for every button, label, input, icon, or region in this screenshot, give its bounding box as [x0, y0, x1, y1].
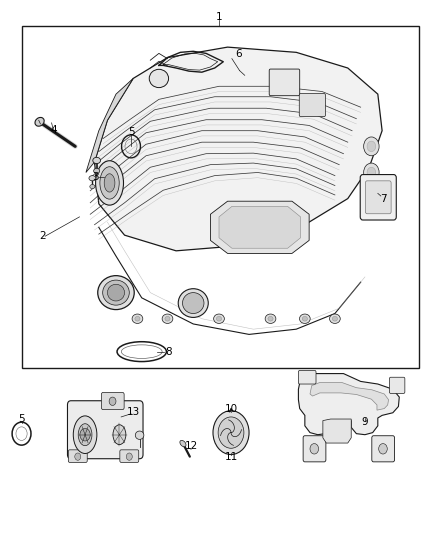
- Circle shape: [367, 193, 376, 204]
- FancyBboxPatch shape: [303, 436, 326, 462]
- Ellipse shape: [104, 174, 115, 192]
- Ellipse shape: [113, 425, 126, 445]
- Ellipse shape: [302, 317, 307, 321]
- Ellipse shape: [95, 161, 124, 205]
- Ellipse shape: [332, 317, 337, 321]
- Ellipse shape: [265, 314, 276, 324]
- Bar: [21, 26, 419, 368]
- Text: 6: 6: [235, 50, 242, 60]
- Circle shape: [364, 189, 379, 208]
- Circle shape: [379, 443, 387, 454]
- FancyBboxPatch shape: [120, 450, 139, 463]
- Text: 2: 2: [40, 231, 46, 241]
- Ellipse shape: [100, 167, 119, 199]
- FancyBboxPatch shape: [372, 436, 395, 462]
- Circle shape: [75, 453, 81, 461]
- Circle shape: [367, 141, 376, 151]
- Circle shape: [364, 163, 379, 182]
- Text: 13: 13: [127, 407, 140, 417]
- Circle shape: [213, 410, 249, 455]
- FancyBboxPatch shape: [68, 450, 87, 463]
- Polygon shape: [95, 47, 382, 251]
- FancyBboxPatch shape: [101, 392, 124, 410]
- Text: 12: 12: [185, 441, 198, 451]
- Circle shape: [126, 453, 132, 461]
- Ellipse shape: [73, 416, 97, 454]
- Ellipse shape: [35, 117, 44, 126]
- Ellipse shape: [132, 314, 143, 324]
- Circle shape: [367, 167, 376, 177]
- Text: 9: 9: [362, 417, 368, 427]
- Ellipse shape: [149, 69, 169, 87]
- Polygon shape: [219, 206, 300, 248]
- Ellipse shape: [329, 314, 340, 324]
- FancyBboxPatch shape: [360, 175, 396, 220]
- Ellipse shape: [300, 314, 310, 324]
- Text: 7: 7: [380, 193, 386, 204]
- Circle shape: [364, 137, 379, 156]
- Ellipse shape: [89, 175, 96, 181]
- Ellipse shape: [183, 293, 204, 313]
- Ellipse shape: [268, 317, 273, 321]
- Text: 5: 5: [18, 414, 25, 424]
- Ellipse shape: [216, 317, 222, 321]
- Text: 11: 11: [224, 451, 238, 462]
- Polygon shape: [86, 78, 133, 173]
- Circle shape: [218, 417, 244, 448]
- Ellipse shape: [178, 289, 208, 318]
- Ellipse shape: [162, 314, 173, 324]
- Ellipse shape: [98, 276, 134, 310]
- FancyBboxPatch shape: [67, 401, 143, 459]
- Ellipse shape: [102, 280, 129, 305]
- FancyBboxPatch shape: [269, 69, 300, 96]
- Ellipse shape: [107, 284, 124, 301]
- Text: 3: 3: [92, 172, 99, 182]
- Circle shape: [109, 397, 116, 406]
- Polygon shape: [310, 383, 389, 410]
- Circle shape: [310, 443, 318, 454]
- Circle shape: [80, 429, 90, 441]
- FancyBboxPatch shape: [365, 181, 391, 214]
- FancyBboxPatch shape: [389, 377, 405, 393]
- Ellipse shape: [94, 168, 100, 174]
- Text: 4: 4: [50, 125, 57, 135]
- Ellipse shape: [135, 431, 144, 439]
- Polygon shape: [323, 419, 351, 443]
- Text: 8: 8: [165, 346, 172, 357]
- Text: 10: 10: [224, 403, 237, 414]
- Ellipse shape: [93, 157, 101, 164]
- Ellipse shape: [135, 317, 140, 321]
- Text: 1: 1: [215, 12, 223, 22]
- Ellipse shape: [165, 317, 170, 321]
- FancyBboxPatch shape: [299, 94, 325, 117]
- Ellipse shape: [78, 424, 92, 446]
- FancyBboxPatch shape: [298, 370, 316, 384]
- Polygon shape: [210, 201, 309, 254]
- Text: 5: 5: [128, 127, 134, 137]
- Ellipse shape: [90, 184, 95, 189]
- Ellipse shape: [180, 440, 186, 447]
- Ellipse shape: [214, 314, 224, 324]
- Polygon shape: [298, 374, 399, 435]
